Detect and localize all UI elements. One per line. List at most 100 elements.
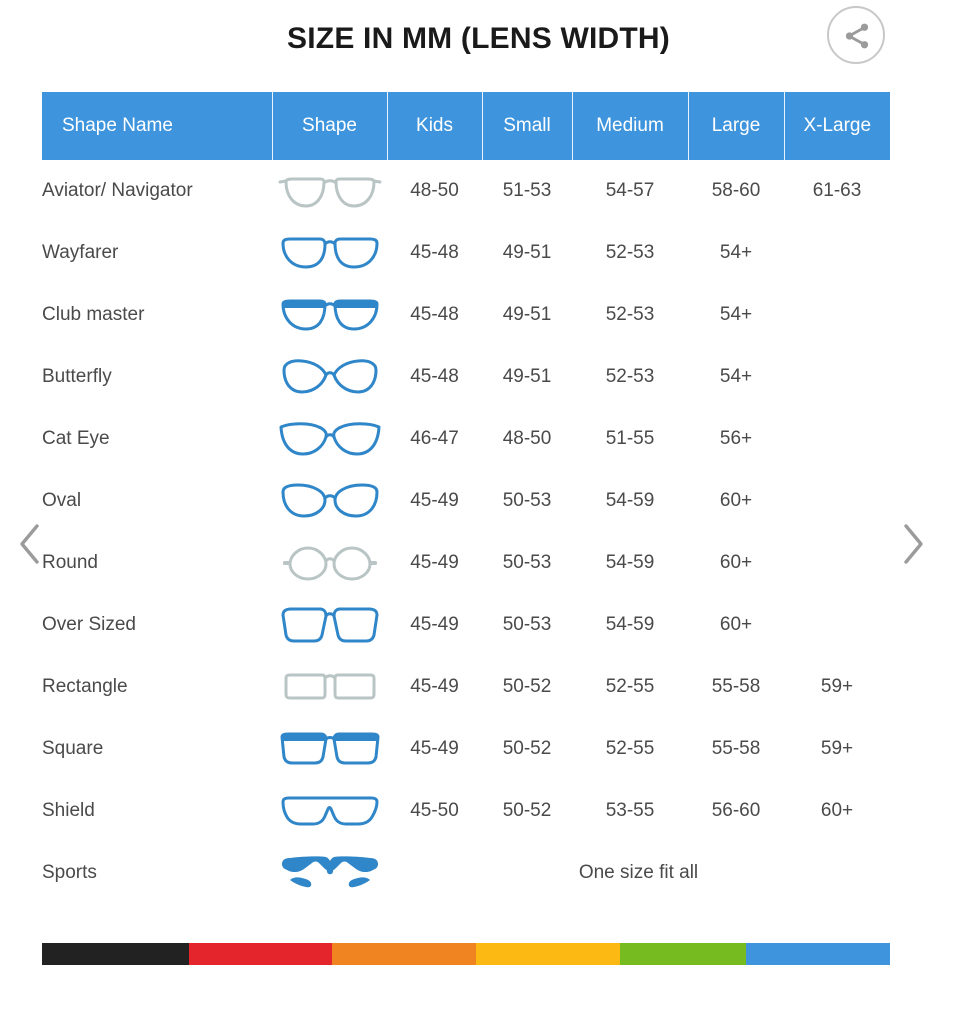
rectangle-glasses-icon — [272, 656, 387, 718]
butterfly-glasses-icon — [272, 346, 387, 408]
cell-large: 55-58 — [688, 718, 784, 780]
cell-kids: 45-48 — [387, 222, 482, 284]
cell-small: 50-52 — [482, 718, 572, 780]
cell-large: 56+ — [688, 408, 784, 470]
cell-medium: 52-53 — [572, 284, 688, 346]
cell-shape-name: Round — [42, 532, 272, 594]
cell-kids: 45-49 — [387, 656, 482, 718]
cell-shape-name: Cat Eye — [42, 408, 272, 470]
cell-xlarge: 61-63 — [784, 160, 890, 222]
table-row: Shield 45-50 50-52 53-55 56-60 60+ — [42, 780, 890, 842]
color-bar-segment — [188, 943, 333, 965]
column-header-small[interactable]: Small — [482, 92, 573, 160]
next-arrow-button[interactable] — [893, 516, 933, 572]
shield-glasses-icon — [272, 780, 387, 842]
cell-shape-name: Shield — [42, 780, 272, 842]
cell-kids: 45-49 — [387, 532, 482, 594]
cell-small: 49-51 — [482, 284, 572, 346]
cell-large: 60+ — [688, 594, 784, 656]
cell-small: 49-51 — [482, 346, 572, 408]
cell-large: 60+ — [688, 532, 784, 594]
table-row: Rectangle 45-49 50-52 52-55 55-58 59+ — [42, 656, 890, 718]
chevron-right-icon — [904, 524, 923, 564]
table-row: Square 45-49 50-52 52-55 55-58 59+ — [42, 718, 890, 780]
cell-medium: 52-55 — [572, 656, 688, 718]
chevron-left-icon — [20, 524, 39, 564]
table-header: Shape Name Shape Kids Small Medium Large… — [42, 92, 890, 160]
cell-xlarge — [784, 594, 890, 656]
cell-kids: 45-50 — [387, 780, 482, 842]
share-button[interactable] — [827, 6, 885, 64]
cell-kids: 45-49 — [387, 470, 482, 532]
table-body: Aviator/ Navigator 48-50 51-53 54-57 58-60 61… — [42, 160, 890, 904]
cell-xlarge: 60+ — [784, 780, 890, 842]
cell-medium: 54-59 — [572, 594, 688, 656]
cell-shape-name: Oval — [42, 470, 272, 532]
color-bar-segment — [42, 943, 189, 965]
cell-shape-name: Over Sized — [42, 594, 272, 656]
column-header-xlarge[interactable]: X-Large — [784, 92, 890, 160]
cell-shape-name: Rectangle — [42, 656, 272, 718]
sports-glasses-icon — [272, 842, 387, 904]
cell-kids: 48-50 — [387, 160, 482, 222]
cell-small: 50-52 — [482, 656, 572, 718]
cell-small: 49-51 — [482, 222, 572, 284]
cell-large: 55-58 — [688, 656, 784, 718]
cell-xlarge — [784, 532, 890, 594]
cell-medium: 52-53 — [572, 222, 688, 284]
column-header-shape-name[interactable]: Shape Name — [42, 92, 273, 160]
column-header-shape[interactable]: Shape — [272, 92, 388, 160]
cell-small: 51-53 — [482, 160, 572, 222]
cell-medium: 52-53 — [572, 346, 688, 408]
cell-medium: 54-59 — [572, 532, 688, 594]
table-row: Club master 45-48 49-51 52-53 54+ — [42, 284, 890, 346]
share-icon — [845, 23, 869, 49]
cell-xlarge: 59+ — [784, 656, 890, 718]
cell-medium: 54-59 — [572, 470, 688, 532]
cell-medium: 54-57 — [572, 160, 688, 222]
square-glasses-icon — [272, 718, 387, 780]
size-chart-table: Shape Name Shape Kids Small Medium Large… — [42, 92, 890, 904]
cell-large: 54+ — [688, 284, 784, 346]
cell-large: 58-60 — [688, 160, 784, 222]
color-bar-segment — [746, 943, 891, 965]
cell-kids: 45-48 — [387, 284, 482, 346]
column-header-kids[interactable]: Kids — [387, 92, 483, 160]
table-row: Butterfly 45-48 49-51 52-53 54+ — [42, 346, 890, 408]
color-bar-segment — [476, 943, 620, 965]
table-row: Cat Eye 46-47 48-50 51-55 56+ — [42, 408, 890, 470]
round-glasses-icon — [272, 532, 387, 594]
prev-arrow-button[interactable] — [10, 516, 50, 572]
cell-large: 54+ — [688, 222, 784, 284]
oval-glasses-icon — [272, 470, 387, 532]
cell-large: 56-60 — [688, 780, 784, 842]
cell-xlarge — [784, 408, 890, 470]
cell-small: 48-50 — [482, 408, 572, 470]
color-bar-segment — [332, 943, 477, 965]
cell-shape-name: Sports — [42, 842, 272, 904]
cell-xlarge — [784, 346, 890, 408]
cell-medium: 52-55 — [572, 718, 688, 780]
table-row: Sports One size fit all — [42, 842, 890, 904]
cell-small: 50-53 — [482, 470, 572, 532]
cell-large: 60+ — [688, 470, 784, 532]
wayfarer-glasses-icon — [272, 222, 387, 284]
cell-kids: 46-47 — [387, 408, 482, 470]
table-row: Over Sized 45-49 50-53 54-59 60+ — [42, 594, 890, 656]
aviator-glasses-icon — [272, 160, 387, 222]
clubmaster-glasses-icon — [272, 284, 387, 346]
cell-kids: 45-49 — [387, 594, 482, 656]
column-header-medium[interactable]: Medium — [572, 92, 689, 160]
color-bar-segment — [619, 943, 747, 965]
table-row: Round 45-49 50-53 54-59 60+ — [42, 532, 890, 594]
size-chart-table-wrap: Shape Name Shape Kids Small Medium Large… — [42, 92, 890, 904]
cell-one-size-fit-all: One size fit all — [387, 842, 890, 904]
cell-small: 50-53 — [482, 532, 572, 594]
column-header-large[interactable]: Large — [688, 92, 785, 160]
cell-large: 54+ — [688, 346, 784, 408]
table-header-row: Shape Name Shape Kids Small Medium Large… — [42, 92, 890, 160]
cell-xlarge: 59+ — [784, 718, 890, 780]
cell-shape-name: Wayfarer — [42, 222, 272, 284]
table-row: Wayfarer 45-48 49-51 52-53 54+ — [42, 222, 890, 284]
title-bar: SIZE IN MM (LENS WIDTH) — [0, 0, 957, 88]
